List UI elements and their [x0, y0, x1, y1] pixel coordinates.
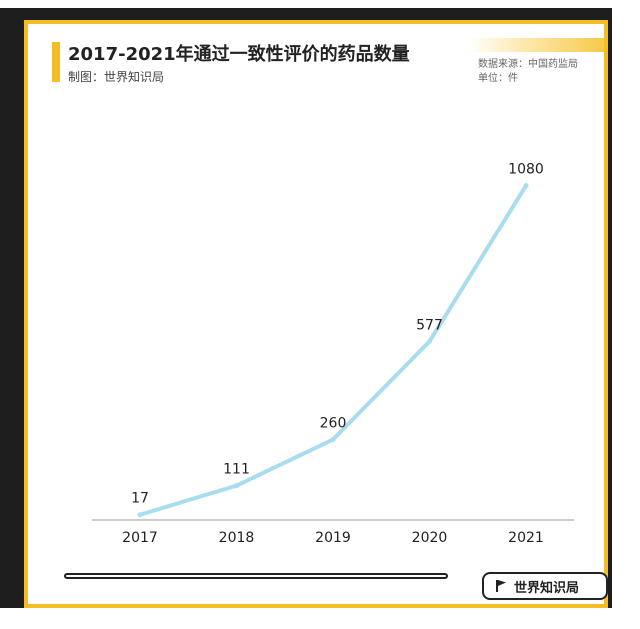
x-tick-label-2017: 2017 — [122, 530, 158, 546]
decorative-gradient-strip — [468, 38, 604, 52]
x-tick-label-2020: 2020 — [412, 530, 448, 546]
chart-title: 2017-2021年通过一致性评价的药品数量 — [68, 44, 410, 65]
line-chart: 17 2017 111 2018 260 2019 577 2020 1080 2021 — [92, 162, 574, 546]
title-accent-bar — [52, 42, 60, 82]
footer-brand-label: 世界知识局 — [514, 580, 580, 596]
flag-icon — [496, 580, 506, 592]
x-tick-label-2021: 2021 — [508, 530, 544, 546]
series-line — [138, 183, 528, 517]
data-point-2019 — [330, 437, 336, 443]
data-point-2020 — [427, 338, 432, 344]
data-source: 数据来源：中国药监局 — [478, 59, 578, 70]
footer-bar — [64, 573, 448, 579]
data-point-2017 — [137, 512, 143, 518]
data-label-2020: 577 — [416, 317, 443, 333]
source-note: 数据来源：中国药监局 单位：件 — [478, 58, 578, 86]
x-tick-label-2018: 2018 — [219, 530, 255, 546]
footer-brand-tag: 世界知识局 — [482, 572, 608, 600]
data-label-2018: 111 — [223, 462, 250, 478]
data-label-2017: 17 — [131, 491, 149, 507]
x-tick-label-2019: 2019 — [315, 530, 351, 546]
data-point-2021 — [523, 183, 529, 189]
maker-credit: 制图：世界知识局 — [68, 70, 165, 84]
data-label-2021: 1080 — [508, 162, 544, 178]
data-point-2018 — [234, 483, 239, 489]
chart-card: 2017-2021年通过一致性评价的药品数量 制图：世界知识局 数据来源：中国药… — [24, 20, 608, 608]
unit-note: 单位：件 — [478, 73, 518, 84]
data-label-2019: 260 — [320, 416, 347, 432]
